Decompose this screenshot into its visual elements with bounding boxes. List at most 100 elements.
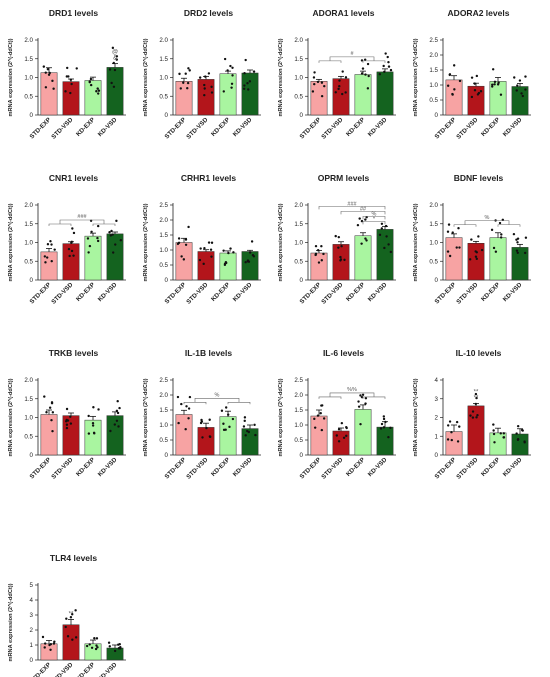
data-point	[317, 261, 321, 264]
bar	[445, 237, 463, 281]
y-tick-label: 2.0	[24, 377, 33, 384]
data-point	[500, 233, 503, 236]
data-point	[470, 238, 473, 241]
y-tick-label: 1.0	[24, 415, 33, 422]
y-tick-label: 0.5	[429, 97, 438, 104]
data-point	[201, 436, 204, 439]
chart-panel-3: ADORA2 levels mRNA expression (2^(-ddCt))…	[413, 8, 531, 141]
data-point	[366, 62, 370, 66]
data-point	[88, 80, 91, 83]
x-tick-label: STD-VSD	[455, 116, 480, 141]
data-point	[337, 87, 340, 91]
y-tick-label: 0.5	[24, 433, 33, 440]
data-point	[184, 72, 187, 75]
chart-panel-0: DRD1 levels mRNA expression (2^(-ddCt)) 0 0…	[8, 8, 126, 141]
data-point	[387, 243, 390, 246]
comparison-bracket	[329, 56, 375, 61]
data-point	[524, 88, 527, 91]
data-point	[455, 420, 459, 424]
data-point	[44, 86, 48, 89]
data-point	[203, 246, 206, 250]
data-point	[473, 82, 476, 85]
data-point	[246, 81, 249, 85]
comparison-bracket	[362, 60, 386, 63]
bar	[62, 243, 80, 281]
bar	[310, 252, 328, 281]
data-point	[43, 395, 46, 398]
y-tick-label: 1	[30, 642, 34, 649]
bar	[467, 243, 485, 281]
data-point	[468, 258, 472, 261]
chart-panel-4: CNR1 levels mRNA expression (2^(-ddCt)) 0 0…	[8, 173, 126, 306]
data-point	[451, 93, 454, 96]
data-point	[188, 69, 191, 72]
data-point	[493, 441, 496, 444]
bar	[241, 428, 259, 456]
data-point	[314, 253, 317, 257]
data-point	[65, 426, 69, 430]
data-point	[357, 400, 360, 403]
significance-annotation: **	[474, 390, 479, 396]
data-point	[502, 436, 506, 439]
data-point	[50, 418, 53, 422]
data-point	[378, 72, 382, 76]
data-point	[516, 424, 520, 428]
data-point	[337, 246, 340, 249]
data-point	[180, 402, 183, 406]
y-tick-label: 1.5	[159, 232, 168, 239]
data-point	[364, 73, 367, 76]
data-point	[89, 77, 93, 81]
data-point	[515, 238, 518, 241]
data-point	[446, 250, 450, 253]
data-point	[360, 395, 364, 399]
y-tick-label: 0.5	[24, 93, 33, 100]
y-tick-label: 0.5	[24, 258, 33, 265]
data-point	[97, 92, 100, 95]
data-point	[313, 426, 317, 429]
data-point	[502, 432, 506, 435]
data-point	[480, 248, 484, 252]
x-tick-label: STD-EXP	[433, 281, 457, 305]
x-tick-label: STD-VSD	[50, 661, 75, 677]
y-tick-label: 2.0	[294, 37, 303, 44]
data-point	[311, 90, 315, 93]
data-point	[64, 90, 67, 93]
data-point	[199, 247, 202, 250]
data-point	[224, 406, 228, 409]
data-point	[46, 256, 49, 259]
y-tick-label: 4	[435, 377, 439, 384]
data-point	[88, 643, 91, 646]
chart-title: DRD2 levels	[184, 8, 233, 18]
data-point	[229, 247, 232, 250]
x-tick-label: STD-VSD	[50, 116, 75, 141]
data-point	[69, 616, 73, 619]
data-point	[176, 395, 180, 399]
data-point	[41, 635, 45, 639]
data-point	[95, 644, 98, 647]
y-tick-label: 2.0	[429, 52, 438, 59]
data-point	[320, 259, 323, 262]
x-tick-label: STD-EXP	[28, 281, 52, 305]
data-point	[92, 406, 95, 409]
data-point	[93, 637, 96, 640]
y-tick-label: 1.0	[429, 82, 438, 89]
data-point	[389, 250, 393, 254]
x-tick-label: KD-EXP	[480, 281, 501, 302]
data-point	[313, 71, 316, 74]
data-point	[490, 228, 494, 232]
data-point	[364, 237, 367, 240]
y-tick-label: 0	[165, 112, 169, 119]
y-tick-label: 1.5	[429, 221, 438, 228]
data-point	[492, 429, 495, 432]
data-point	[475, 396, 478, 400]
data-point	[387, 65, 391, 68]
data-point	[382, 417, 386, 421]
y-tick-label: 1.5	[159, 407, 168, 414]
y-tick-label: 1.0	[294, 240, 303, 247]
bar	[219, 252, 237, 281]
data-point	[446, 230, 450, 233]
data-point	[252, 70, 256, 73]
y-tick-label: 5	[30, 582, 34, 589]
x-tick-label: KD-VSD	[232, 281, 254, 303]
data-point	[110, 229, 113, 233]
